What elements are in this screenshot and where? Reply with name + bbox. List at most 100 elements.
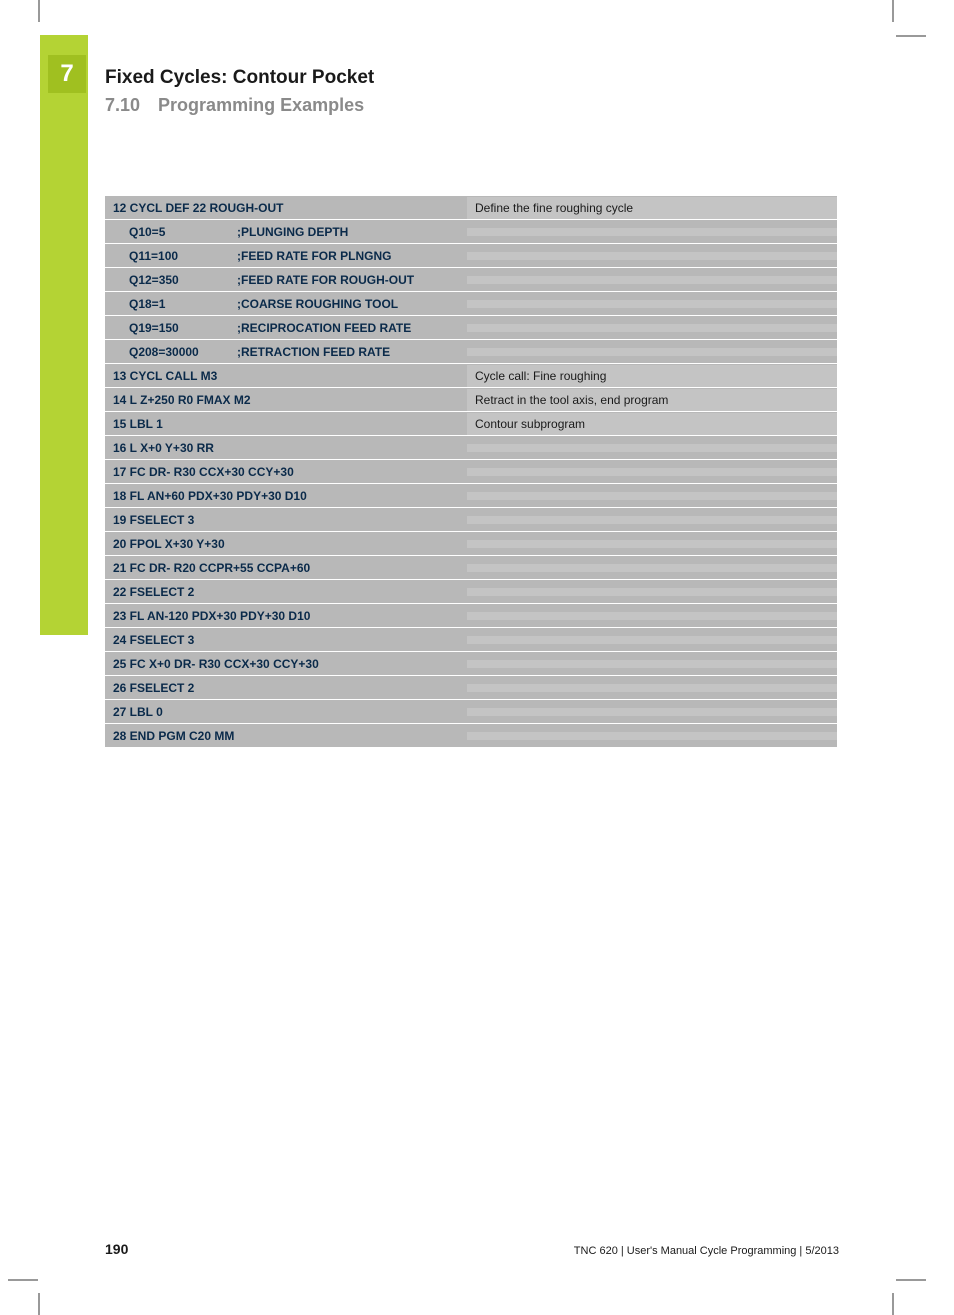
code-param: Q11=100	[129, 249, 237, 263]
desc-cell: Contour subprogram	[467, 413, 837, 435]
code-comment: ;FEED RATE FOR ROUGH-OUT	[237, 273, 414, 287]
desc-cell	[467, 228, 837, 236]
desc-cell: Retract in the tool axis, end program	[467, 389, 837, 411]
code-text: 26 FSELECT 2	[113, 681, 194, 695]
code-cell: Q19=150;RECIPROCATION FEED RATE	[105, 317, 467, 339]
program-table: 12 CYCL DEF 22 ROUGH-OUT Define the fine …	[105, 196, 837, 748]
crop-mark	[892, 0, 894, 22]
desc-cell	[467, 660, 837, 668]
table-row: 23 FL AN-120 PDX+30 PDY+30 D10	[105, 604, 837, 628]
crop-mark	[38, 0, 40, 22]
code-comment: ;PLUNGING DEPTH	[237, 225, 348, 239]
table-row: 26 FSELECT 2	[105, 676, 837, 700]
code-param: Q12=350	[129, 273, 237, 287]
code-text: 27 LBL 0	[113, 705, 163, 719]
table-row: 27 LBL 0	[105, 700, 837, 724]
crop-mark	[896, 1279, 926, 1281]
code-text: 21 FC DR- R20 CCPR+55 CCPA+60	[113, 561, 310, 575]
code-cell: 25 FC X+0 DR- R30 CCX+30 CCY+30	[105, 653, 467, 675]
table-row: 20 FPOL X+30 Y+30	[105, 532, 837, 556]
code-comment: ;RECIPROCATION FEED RATE	[237, 321, 411, 335]
desc-cell: Define the fine roughing cycle	[467, 197, 837, 219]
crop-mark	[896, 35, 926, 37]
table-row: Q11=100;FEED RATE FOR PLNGNG	[105, 244, 837, 268]
code-text: 20 FPOL X+30 Y+30	[113, 537, 225, 551]
code-comment: ;RETRACTION FEED RATE	[237, 345, 390, 359]
code-text: 14 L Z+250 R0 FMAX M2	[113, 393, 251, 407]
code-text: 17 FC DR- R30 CCX+30 CCY+30	[113, 465, 294, 479]
desc-cell	[467, 348, 837, 356]
table-row: 22 FSELECT 2	[105, 580, 837, 604]
desc-cell	[467, 276, 837, 284]
code-cell: 24 FSELECT 3	[105, 629, 467, 651]
section-name: Programming Examples	[158, 95, 364, 115]
chapter-title: Fixed Cycles: Contour Pocket	[105, 67, 374, 89]
code-comment: ;FEED RATE FOR PLNGNG	[237, 249, 391, 263]
desc-cell	[467, 708, 837, 716]
code-text: 24 FSELECT 3	[113, 633, 194, 647]
crop-mark	[892, 1293, 894, 1315]
footer-text: TNC 620 | User's Manual Cycle Programmin…	[574, 1245, 839, 1257]
chapter-number-box: 7	[48, 55, 86, 93]
code-cell: 20 FPOL X+30 Y+30	[105, 533, 467, 555]
code-text: 13 CYCL CALL M3	[113, 369, 217, 383]
section-number: 7.10	[105, 95, 140, 115]
code-text: 12 CYCL DEF 22 ROUGH-OUT	[113, 201, 283, 215]
section-title: 7.10 Programming Examples	[105, 95, 364, 116]
table-row: 13 CYCL CALL M3 Cycle call: Fine roughing	[105, 364, 837, 388]
table-row: 25 FC X+0 DR- R30 CCX+30 CCY+30	[105, 652, 837, 676]
desc-cell	[467, 684, 837, 692]
table-row: 18 FL AN+60 PDX+30 PDY+30 D10	[105, 484, 837, 508]
code-cell: 22 FSELECT 2	[105, 581, 467, 603]
code-text: 19 FSELECT 3	[113, 513, 194, 527]
table-row: 14 L Z+250 R0 FMAX M2 Retract in the tool…	[105, 388, 837, 412]
table-row: 16 L X+0 Y+30 RR	[105, 436, 837, 460]
code-cell: 19 FSELECT 3	[105, 509, 467, 531]
code-param: Q19=150	[129, 321, 237, 335]
code-cell: 28 END PGM C20 MM	[105, 725, 467, 747]
desc-cell: Cycle call: Fine roughing	[467, 365, 837, 387]
code-text: 16 L X+0 Y+30 RR	[113, 441, 214, 455]
side-tab	[40, 35, 88, 635]
code-text: 25 FC X+0 DR- R30 CCX+30 CCY+30	[113, 657, 319, 671]
desc-cell	[467, 300, 837, 308]
table-row: Q18=1;COARSE ROUGHING TOOL	[105, 292, 837, 316]
code-text: 23 FL AN-120 PDX+30 PDY+30 D10	[113, 609, 310, 623]
table-row: 12 CYCL DEF 22 ROUGH-OUT Define the fine …	[105, 196, 837, 220]
code-comment: ;COARSE ROUGHING TOOL	[237, 297, 398, 311]
page-number: 190	[105, 1241, 128, 1257]
code-cell: 13 CYCL CALL M3	[105, 365, 467, 387]
chapter-number: 7	[60, 60, 73, 88]
code-cell: Q208=30000;RETRACTION FEED RATE	[105, 341, 467, 363]
desc-cell	[467, 732, 837, 740]
code-param: Q208=30000	[129, 345, 237, 359]
code-param: Q10=5	[129, 225, 237, 239]
code-cell: Q11=100;FEED RATE FOR PLNGNG	[105, 245, 467, 267]
desc-cell	[467, 492, 837, 500]
table-row: 19 FSELECT 3	[105, 508, 837, 532]
table-row: 15 LBL 1 Contour subprogram	[105, 412, 837, 436]
code-cell: Q10=5;PLUNGING DEPTH	[105, 221, 467, 243]
crop-mark	[8, 1279, 38, 1281]
code-cell: 26 FSELECT 2	[105, 677, 467, 699]
code-cell: 15 LBL 1	[105, 413, 467, 435]
crop-mark	[38, 1293, 40, 1315]
table-row: Q208=30000;RETRACTION FEED RATE	[105, 340, 837, 364]
code-cell: 21 FC DR- R20 CCPR+55 CCPA+60	[105, 557, 467, 579]
desc-cell	[467, 444, 837, 452]
desc-cell	[467, 588, 837, 596]
code-cell: 14 L Z+250 R0 FMAX M2	[105, 389, 467, 411]
desc-cell	[467, 252, 837, 260]
code-text: 22 FSELECT 2	[113, 585, 194, 599]
desc-cell	[467, 324, 837, 332]
table-row: 28 END PGM C20 MM	[105, 724, 837, 748]
desc-cell	[467, 636, 837, 644]
code-cell: Q12=350;FEED RATE FOR ROUGH-OUT	[105, 269, 467, 291]
desc-cell	[467, 516, 837, 524]
table-row: 21 FC DR- R20 CCPR+55 CCPA+60	[105, 556, 837, 580]
code-text: 15 LBL 1	[113, 417, 163, 431]
desc-cell	[467, 564, 837, 572]
desc-cell	[467, 540, 837, 548]
code-cell: Q18=1;COARSE ROUGHING TOOL	[105, 293, 467, 315]
table-row: 17 FC DR- R30 CCX+30 CCY+30	[105, 460, 837, 484]
